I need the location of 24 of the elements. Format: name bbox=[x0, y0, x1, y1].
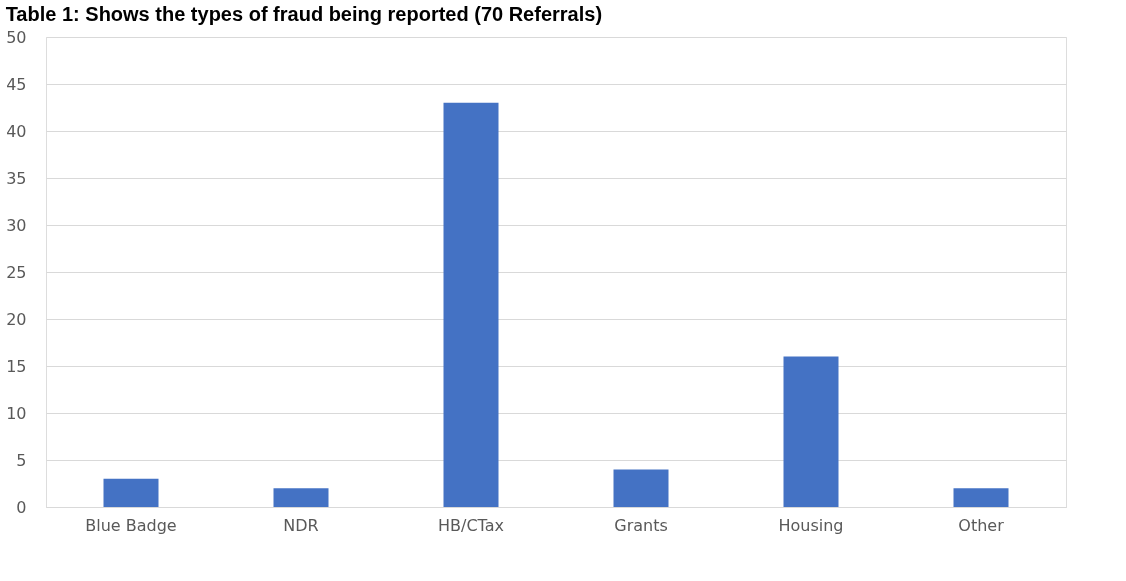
y-tick-label: 15 bbox=[6, 356, 27, 376]
bar bbox=[103, 478, 159, 507]
y-tick-label: 45 bbox=[6, 74, 27, 94]
x-tick-label: Other bbox=[958, 515, 1005, 535]
x-tick-label: NDR bbox=[283, 515, 319, 535]
x-tick-label: HB/CTax bbox=[438, 515, 504, 535]
bar bbox=[953, 488, 1009, 507]
x-tick-label: Grants bbox=[614, 515, 668, 535]
bar bbox=[273, 488, 329, 507]
x-tick-label: Housing bbox=[778, 515, 844, 535]
y-tick-label: 30 bbox=[6, 215, 27, 235]
bar bbox=[783, 356, 839, 507]
y-tick-label: 5 bbox=[16, 450, 27, 470]
x-tick-label: Blue Badge bbox=[85, 515, 177, 535]
y-tick-label: 40 bbox=[6, 121, 27, 141]
y-tick-label: 35 bbox=[6, 168, 27, 188]
y-tick-label: 0 bbox=[16, 497, 27, 517]
bar bbox=[613, 469, 669, 507]
y-tick-label: 25 bbox=[6, 262, 27, 282]
chart-title: Table 1: Shows the types of fraud being reported (70 Referrals) bbox=[5, 3, 603, 25]
y-tick-label: 20 bbox=[6, 309, 27, 329]
y-tick-label: 50 bbox=[6, 27, 27, 47]
bar bbox=[443, 102, 499, 507]
y-tick-label: 10 bbox=[6, 403, 27, 423]
